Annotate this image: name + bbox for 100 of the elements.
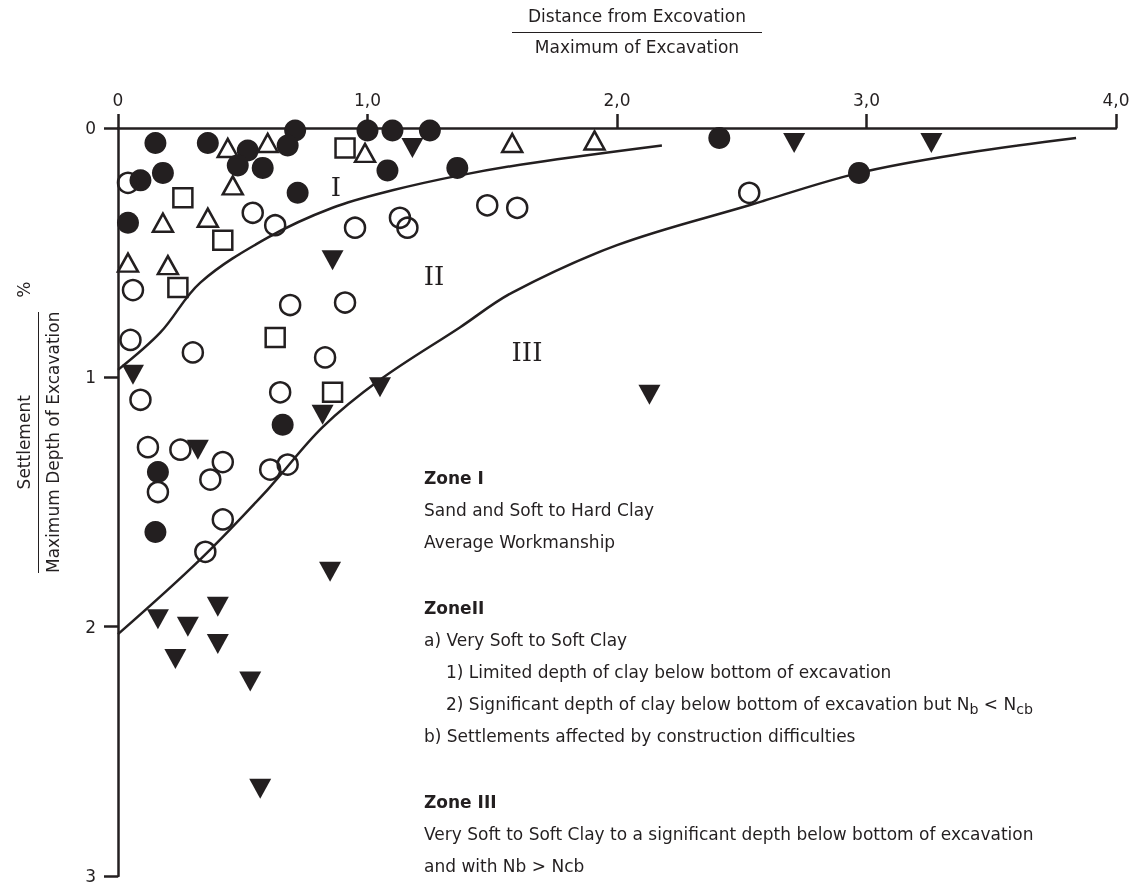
annotation: 2) Significant depth of clay below bottom of excavation but N$_{b}$ < N$_{cb}$: [445, 693, 1034, 720]
point: [196, 131, 219, 154]
point: [226, 154, 249, 177]
point: [117, 211, 139, 234]
y-tick-label: 2: [85, 616, 96, 637]
annotation: Zone I: [424, 467, 485, 490]
point: [276, 453, 299, 476]
point: [708, 126, 731, 149]
point: [388, 206, 412, 229]
point: [172, 187, 194, 209]
point: [146, 480, 170, 504]
y-tick-label: 3: [85, 866, 96, 885]
point: [381, 119, 404, 142]
point: [368, 377, 391, 398]
annotation: Zone III: [424, 791, 498, 814]
annotation: II: [423, 261, 445, 291]
point: [500, 132, 524, 154]
point: [446, 156, 469, 179]
point: [263, 213, 287, 237]
point: [206, 634, 229, 655]
annotation: Very Soft to Soft Clay to a significant depth below bottom of excavation: [424, 823, 1034, 846]
point: [121, 278, 145, 302]
point: [356, 119, 379, 142]
point: [376, 159, 399, 182]
x-tick-label: 4,0: [1102, 89, 1130, 110]
point: [116, 171, 140, 195]
point: [211, 450, 235, 474]
point: [319, 561, 342, 582]
point: [401, 137, 424, 158]
point: [286, 181, 309, 204]
point: [169, 438, 192, 461]
point: [216, 137, 240, 159]
annotation: a) Very Soft to Soft Clay: [424, 629, 629, 652]
x-tick-label: 3,0: [852, 89, 881, 110]
point: [353, 142, 377, 164]
point: [264, 326, 286, 349]
point: [151, 161, 174, 184]
point: [136, 435, 160, 459]
point: [144, 131, 167, 154]
point: [239, 671, 262, 692]
point: [271, 413, 294, 436]
point: [258, 458, 282, 481]
annotation: Average Workmanship: [424, 531, 617, 554]
point: [194, 540, 217, 564]
point: [212, 229, 234, 251]
point: [146, 609, 169, 630]
point: [418, 119, 441, 142]
point: [164, 649, 187, 670]
y-tick-label: 1: [85, 367, 96, 388]
point: [920, 132, 943, 153]
point: [116, 252, 140, 273]
annotation: I: [330, 172, 342, 202]
point: [167, 276, 189, 299]
x-tick-label: 1,0: [353, 89, 382, 110]
point: [121, 364, 144, 385]
annotation: Sand and Soft to Hard Clay: [424, 499, 656, 522]
point: [144, 520, 167, 543]
point: [276, 134, 299, 157]
x-axis-title: Distance from Excovation Maximum of Excavation: [527, 6, 747, 57]
point: [783, 132, 806, 153]
point: [268, 381, 292, 404]
point: [186, 439, 209, 460]
y-tick-label: 0: [85, 118, 96, 138]
point: [151, 212, 175, 233]
annotation: 1) Limited depth of clay below bottom of excavation: [445, 661, 893, 684]
point: [321, 250, 344, 271]
point: [211, 508, 235, 531]
annotation: ZoneII: [424, 597, 486, 620]
point: [311, 404, 334, 425]
annotation: and with Nb > Ncb: [424, 855, 586, 878]
point: [206, 596, 229, 617]
point: [146, 461, 169, 484]
point: [476, 194, 499, 217]
point: [278, 293, 302, 317]
point: [333, 291, 357, 314]
point: [221, 175, 245, 196]
point: [196, 207, 220, 229]
point: [583, 130, 606, 151]
y-axis-title: Settlement Maximum Depth of Excavation %: [14, 281, 63, 573]
point: [313, 346, 337, 369]
point: [176, 616, 199, 637]
point: [334, 137, 356, 159]
point: [848, 161, 871, 184]
point: [251, 156, 274, 179]
point: [256, 132, 279, 154]
x-tick-label: 2,0: [603, 89, 631, 110]
point: [119, 328, 142, 352]
point: [638, 384, 661, 405]
annotation: b) Settlements affected by construction difficulties: [424, 725, 857, 748]
point: [249, 778, 272, 799]
point: [199, 468, 222, 491]
annotation: III: [511, 337, 543, 367]
x-tick-label: 0: [112, 89, 124, 110]
point: [129, 388, 152, 412]
point: [156, 254, 180, 276]
point: [396, 216, 419, 239]
point: [343, 216, 367, 239]
point: [738, 181, 761, 205]
point: [505, 196, 529, 220]
point: [321, 381, 344, 404]
